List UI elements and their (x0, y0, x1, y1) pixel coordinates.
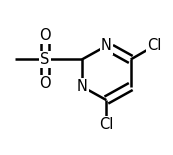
Text: Cl: Cl (99, 117, 113, 132)
Text: S: S (40, 52, 50, 67)
Text: O: O (39, 76, 51, 91)
Text: N: N (76, 79, 87, 94)
Text: O: O (39, 28, 51, 43)
Text: Cl: Cl (147, 38, 161, 53)
Text: N: N (101, 38, 112, 53)
